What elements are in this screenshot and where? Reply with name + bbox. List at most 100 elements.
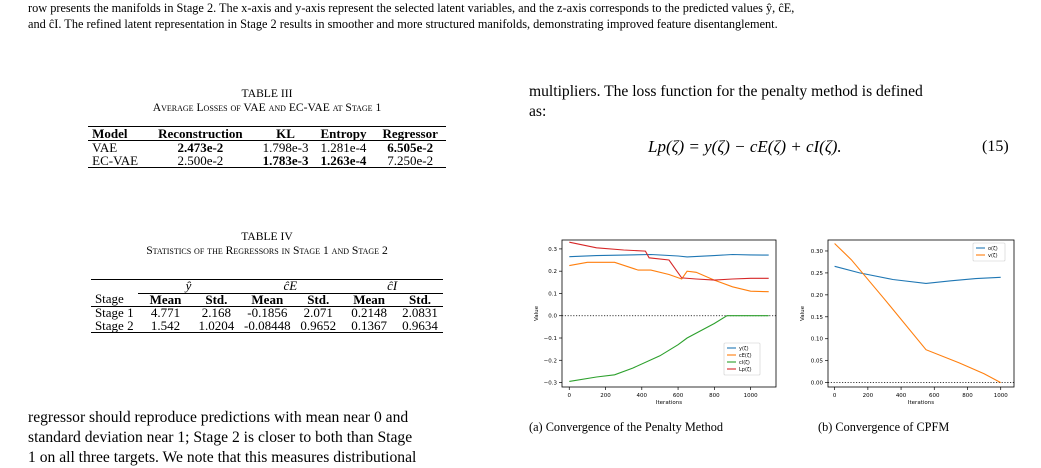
t3-header: KL (276, 126, 295, 141)
t4-header: Std. (409, 291, 432, 307)
x-tick-label: 400 (896, 393, 907, 399)
t3-cell: 1.798e-3 (262, 140, 309, 155)
x-axis-label: Iterations (656, 400, 682, 406)
body-line: 1 on all three targets. We note that thi… (28, 449, 417, 466)
table-3-block: TABLE III Average Losses of VAE and EC-V… (28, 87, 506, 115)
y-tick-label: 0.25 (811, 271, 824, 277)
series-line-1 (834, 265, 1001, 284)
t3-cell: VAE (92, 140, 118, 155)
x-tick-label: 0 (568, 393, 572, 399)
t4-cell: -0.08448 (244, 317, 291, 333)
legend-label: cE(ζ) (739, 353, 752, 359)
x-axis-label: Iterations (908, 400, 934, 406)
t4-cell: -0.1856 (247, 305, 288, 320)
t4-header: Std. (307, 291, 330, 307)
table-4-title: Statistics of the Regressors in Stage 1 … (146, 244, 388, 257)
y-tick-label: 0.15 (811, 315, 824, 321)
y-tick-label: −0.3 (544, 381, 558, 387)
t3-header: Model (92, 126, 128, 141)
body-line: as: (529, 103, 547, 120)
x-tick-label: 600 (929, 393, 940, 399)
figure-caption: row presents the manifolds in Stage 2. T… (28, 0, 1018, 32)
table-4-number: TABLE IV (241, 230, 293, 243)
t4-group-row: ŷ ĉE ĉI (90, 279, 444, 294)
legend-box (723, 342, 761, 376)
t4-header: Mean (149, 291, 182, 307)
y-axis-label: Value (800, 305, 806, 321)
y-tick-label: 0.05 (811, 359, 824, 365)
series-line-1 (569, 253, 769, 258)
y-tick-label: 0.10 (811, 337, 824, 343)
y-tick-label: 0.0 (548, 314, 557, 320)
legend-label: y(ζ) (739, 346, 749, 352)
x-tick-label: 200 (600, 393, 611, 399)
table-3-number: TABLE III (241, 87, 293, 100)
t4-header: Mean (251, 291, 284, 307)
series-line-3 (569, 315, 769, 382)
x-tick-label: 800 (709, 393, 720, 399)
y-tick-label: −0.2 (544, 358, 557, 364)
y-tick-label: −0.1 (544, 336, 557, 342)
t4-cell: 2.0831 (402, 305, 438, 320)
figure-caption-line-2: and ĉI. The refined latent representatio… (28, 17, 778, 31)
t3-cell: 6.505e-2 (387, 140, 434, 155)
t3-header: Reconstruction (158, 126, 243, 141)
y-tick-label: 0.2 (548, 269, 557, 275)
t3-cell: 1.783e-3 (262, 153, 309, 168)
x-tick-label: 800 (962, 393, 973, 399)
table-row: Stage 1 4.771 2.168 -0.1856 2.071 0.2148… (91, 305, 443, 320)
x-tick-label: 1000 (744, 393, 758, 399)
t3-cell: 1.281e-4 (320, 140, 367, 155)
table-row: EC-VAE 2.500e-2 1.783e-3 1.263e-4 7.250e… (88, 154, 446, 168)
body-line: standard deviation near 1; Stage 2 is cl… (28, 429, 413, 446)
t4-group: ŷ (137, 279, 240, 294)
plot-frame (561, 239, 777, 388)
chart-penalty-method: 0 200 400 600 800 1000 −0.3 −0.2 −0.1 0.0 0.1 0.2 0.… (534, 239, 777, 406)
t4-cell: 2.071 (303, 305, 333, 320)
left-body-text: regressor should reproduce predictions w… (28, 408, 512, 468)
x-tick-label: 1000 (994, 393, 1008, 399)
t4-group: ĉE (239, 279, 342, 294)
t4-cell: 0.2148 (351, 305, 387, 320)
t3-cell: EC-VAE (92, 153, 139, 168)
subfig-b-caption: (b) Convergence of CPFM (818, 420, 950, 434)
y-tick-label: 0.3 (548, 247, 557, 253)
t3-header: Entropy (320, 126, 367, 141)
t4-header: Std. (205, 291, 228, 307)
series-line-2 (569, 261, 769, 293)
y-tick-label: 0.00 (811, 381, 824, 387)
legend-label: v(ζ) (988, 253, 998, 259)
table-4-wrap: ŷ ĉE ĉI Stage Mean Std. Mean Std. Mean S… (28, 279, 506, 333)
equation-15: Lp(ζ) = y(ζ) − cE(ζ) + cI(ζ). (648, 137, 842, 156)
equation-number: (15) (982, 138, 1009, 155)
right-body-text: multipliers. The loss function for the p… (529, 82, 1013, 122)
t3-header: Regressor (382, 126, 438, 141)
t4-header-row: Stage Mean Std. Mean Std. Mean Std. (90, 291, 444, 307)
body-line: multipliers. The loss function for the p… (529, 83, 923, 100)
y-axis-label: Value (534, 305, 540, 321)
legend-label: Lp(ζ) (739, 367, 752, 373)
t4-cell: Stage 2 (94, 317, 134, 333)
t4-cell: 2.168 (201, 305, 231, 320)
t4-cell: Stage 1 (94, 305, 134, 320)
y-tick-label: 0.1 (548, 291, 557, 297)
table-3-wrap: Model Reconstruction KL Entropy Regresso… (28, 126, 506, 168)
t4-group: ĉI (341, 279, 444, 294)
t4-cell: 1.0204 (198, 317, 235, 333)
table-4: ŷ ĉE ĉI Stage Mean Std. Mean Std. Mean S… (90, 279, 444, 333)
series-line-2 (834, 243, 1001, 384)
plot-frame (827, 239, 1015, 388)
t3-cell: 1.263e-4 (320, 153, 367, 168)
legend-label: o(ζ) (988, 246, 998, 252)
series-line-4 (569, 241, 769, 281)
t4-cell: 0.9652 (300, 317, 337, 333)
t3-cell: 2.500e-2 (177, 153, 224, 168)
t4-cell: 0.9634 (402, 317, 438, 333)
t4-header: Stage (94, 291, 124, 307)
body-line: regressor should reproduce predictions w… (28, 409, 409, 426)
table-row: Stage 2 1.542 1.0204 -0.08448 0.9652 0.1… (90, 317, 444, 333)
chart-cpfm: 0 200 400 600 800 1000 0.00 0.05 0.10 0.15 0.20 0.2… (800, 239, 1015, 406)
table-4-block: TABLE IV Statistics of the Regressors in… (28, 230, 506, 258)
table-3-title: Average Losses of VAE and EC-VAE at Stag… (152, 101, 382, 114)
y-tick-label: 0.20 (811, 293, 824, 299)
